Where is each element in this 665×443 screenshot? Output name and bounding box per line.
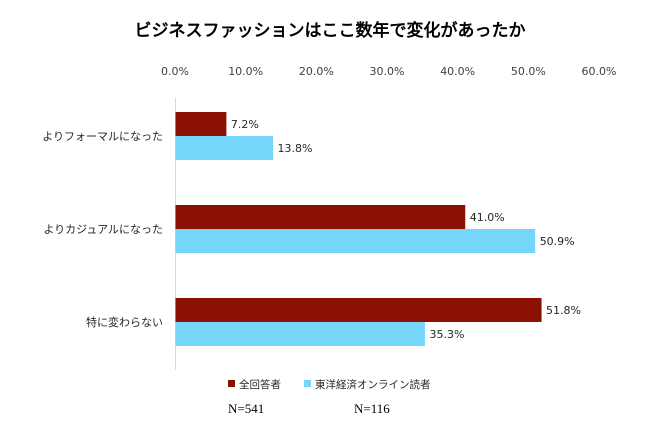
bar-readers [175,322,425,346]
x-tick-label: 30.0% [370,65,405,78]
data-label: 51.8% [546,304,581,317]
x-tick-label: 50.0% [511,65,546,78]
x-axis-ticks: 0.0% 10.0% 20.0% 30.0% 40.0% 50.0% 60.0% [161,65,616,78]
x-tick-label: 20.0% [299,65,334,78]
x-tick-label: 0.0% [161,65,189,78]
bar-readers [175,136,274,160]
data-label: 35.3% [429,328,464,341]
x-tick-label: 60.0% [582,65,617,78]
legend-label: 全回答者 [239,378,281,391]
legend-swatch [228,380,235,387]
chart-title: ビジネスファッションはここ数年で変化があったか [135,20,526,41]
x-tick-label: 10.0% [228,65,263,78]
bars [175,112,542,346]
bar-all-respondents [175,205,466,229]
legend-label: 東洋経済オンライン読者 [315,378,431,391]
category-label: 特に変わらない [86,315,163,329]
x-tick-label: 40.0% [440,65,475,78]
bar-all-respondents [175,298,542,322]
data-label: 41.0% [470,211,505,224]
bar-readers [175,229,536,253]
legend: 全回答者 東洋経済オンライン読者 [228,378,431,391]
sample-size-all: N=541 [228,401,264,416]
category-label: よりカジュアルになった [43,223,163,236]
legend-swatch [304,380,311,387]
data-label: 50.9% [540,235,575,248]
data-label: 7.2% [231,118,259,131]
bar-all-respondents [175,112,227,136]
data-labels: 7.2% 13.8% 41.0% 50.9% 51.8% 35.3% [231,118,581,341]
category-label: よりフォーマルになった [42,130,163,143]
data-label: 13.8% [278,142,313,155]
sample-size-readers: N=116 [354,401,390,416]
